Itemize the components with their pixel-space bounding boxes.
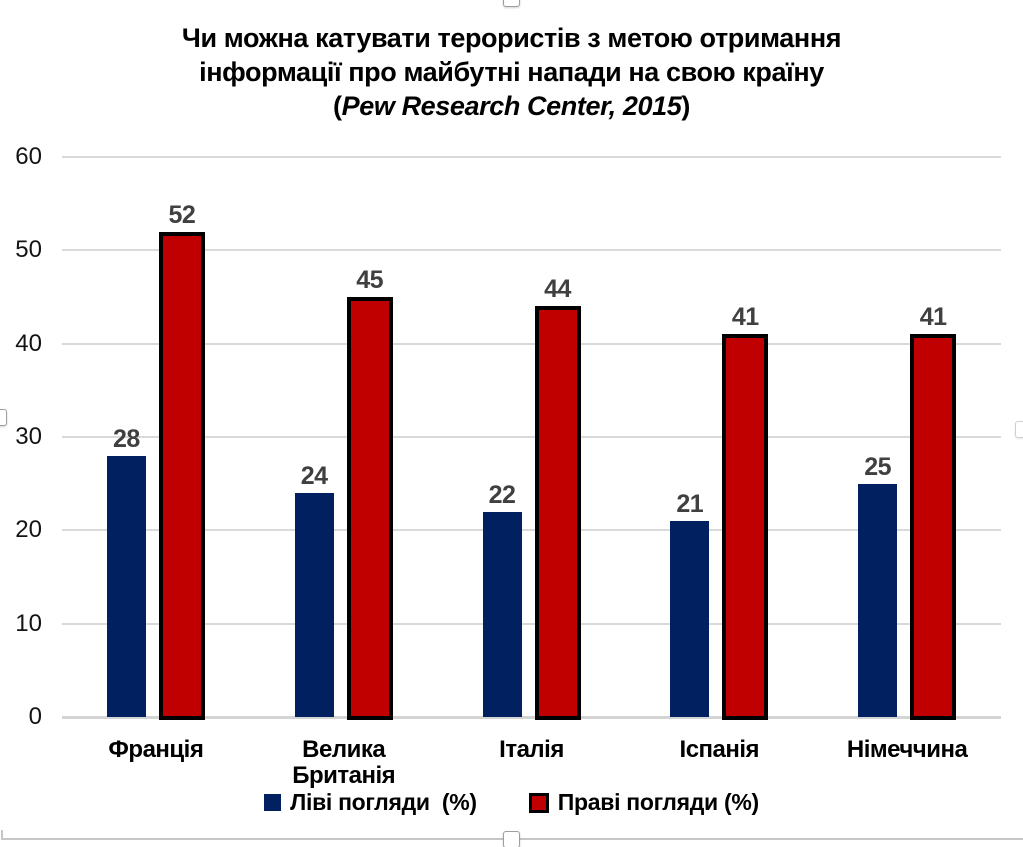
y-axis-label-30: 30 bbox=[15, 423, 42, 450]
y-axis-label-50: 50 bbox=[15, 236, 42, 264]
bar-left-views-1[interactable] bbox=[294, 493, 334, 717]
bar-label-left-views-2: 22 bbox=[488, 480, 516, 509]
y-axis-label-60: 60 bbox=[15, 143, 42, 170]
x-axis-label-1: Велика Британія bbox=[292, 736, 396, 789]
chart-object-border-corner bbox=[1, 830, 3, 840]
legend-item-left-views[interactable]: Ліві погляди (%) bbox=[264, 789, 477, 816]
legend-item-right-views[interactable]: Праві погляди (%) bbox=[528, 789, 759, 816]
x-axis-label-4: Німеччина bbox=[846, 736, 968, 763]
chart-legend: Ліві погляди (%) Праві погляди (%) bbox=[0, 789, 1023, 816]
gridline-40 bbox=[62, 342, 1001, 345]
chart-title-line2: інформації про майбутні напади на свою к… bbox=[199, 57, 824, 87]
resize-handle-left[interactable] bbox=[0, 409, 7, 426]
gridline-30 bbox=[62, 436, 1001, 438]
gridline-60 bbox=[62, 156, 1001, 158]
legend-label-right-views: Праві погляди (%) bbox=[557, 789, 759, 815]
y-axis-label-40: 40 bbox=[15, 329, 42, 357]
gridline-0 bbox=[62, 716, 1001, 719]
bar-left-views-3[interactable] bbox=[670, 521, 710, 717]
resize-handle-bottom[interactable] bbox=[503, 831, 520, 847]
bar-label-right-views-0: 52 bbox=[168, 200, 196, 229]
bar-label-right-views-4: 41 bbox=[919, 303, 947, 332]
gridline-20 bbox=[62, 529, 1001, 532]
legend-swatch-right-views bbox=[528, 792, 549, 813]
y-axis-label-20: 20 bbox=[15, 516, 42, 544]
y-axis-label-0: 0 bbox=[28, 703, 42, 730]
bar-right-views-0[interactable] bbox=[158, 231, 205, 720]
bar-label-right-views-3: 41 bbox=[731, 303, 759, 332]
bar-label-right-views-2: 44 bbox=[544, 275, 571, 304]
bar-label-left-views-4: 25 bbox=[864, 452, 891, 481]
bar-left-views-2[interactable] bbox=[482, 511, 522, 717]
chart-title-source: (Pew Research Center, 2015) bbox=[333, 91, 690, 121]
x-axis-label-3: Іспанія bbox=[679, 736, 760, 763]
bar-right-views-2[interactable] bbox=[534, 306, 581, 720]
legend-swatch-left-views bbox=[264, 794, 282, 811]
bar-right-views-4[interactable] bbox=[910, 334, 957, 720]
bar-right-views-3[interactable] bbox=[722, 334, 769, 720]
bar-left-views-0[interactable] bbox=[106, 455, 146, 717]
x-axis-label-2: Італія bbox=[499, 736, 564, 763]
y-axis-label-10: 10 bbox=[15, 609, 42, 637]
chart-title-line1: Чи можна катувати терористів з метою отр… bbox=[181, 23, 842, 53]
gridline-50 bbox=[62, 249, 1001, 252]
gridline-10 bbox=[62, 622, 1001, 625]
bar-right-views-1[interactable] bbox=[346, 297, 393, 720]
bar-label-left-views-0: 28 bbox=[112, 424, 140, 453]
x-axis-label-0: Франція bbox=[108, 736, 204, 763]
bar-label-left-views-3: 21 bbox=[676, 490, 704, 518]
bar-label-right-views-1: 45 bbox=[356, 266, 384, 294]
resize-handle-top[interactable] bbox=[503, 0, 520, 7]
bar-label-left-views-1: 24 bbox=[300, 462, 328, 490]
bar-left-views-4[interactable] bbox=[858, 483, 898, 717]
chart-title[interactable]: Чи можна катувати терористів з метою отр… bbox=[0, 21, 1023, 123]
legend-label-left-views: Ліві погляди (%) bbox=[290, 789, 477, 815]
resize-handle-right[interactable] bbox=[1015, 421, 1023, 438]
